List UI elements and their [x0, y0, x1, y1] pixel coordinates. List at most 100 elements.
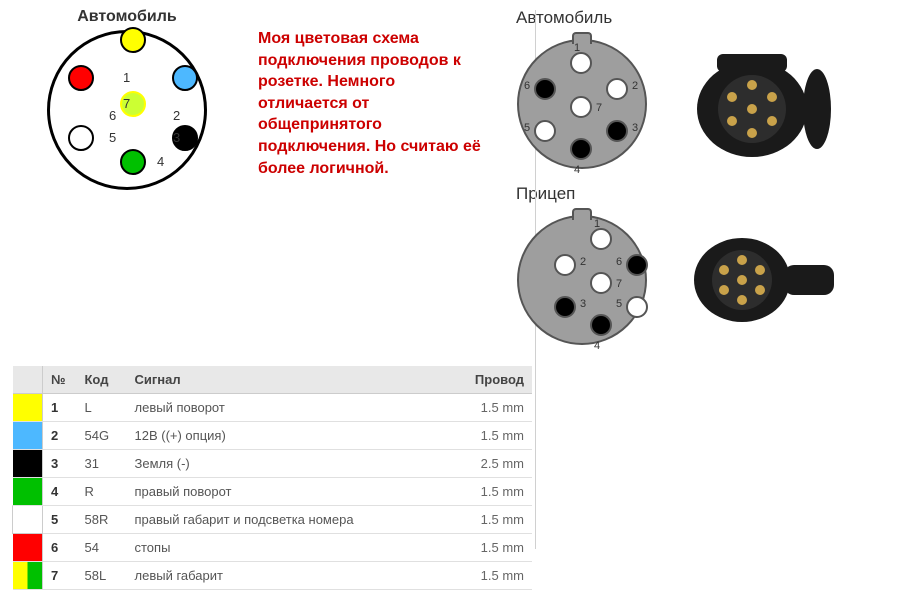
- cell-signal: левый поворот: [127, 394, 463, 422]
- cell-num: 6: [43, 534, 77, 562]
- small-pin-label-7: 7: [616, 278, 622, 290]
- cell-signal: 12В ((+) опция): [127, 422, 463, 450]
- th-color: [13, 366, 43, 394]
- table-row: 1Lлевый поворот1.5 mm: [13, 394, 533, 422]
- small-pin-label-4: 4: [574, 164, 580, 176]
- table-row: 558Rправый габарит и подсветка номера1.5…: [13, 506, 533, 534]
- small-pin-label-6: 6: [524, 80, 530, 92]
- th-wire: Провод: [462, 366, 532, 394]
- small-pin-label-3: 3: [580, 298, 586, 310]
- pin-5: [68, 125, 94, 151]
- table-row: 254G12В ((+) опция)1.5 mm: [13, 422, 533, 450]
- signal-table-wrap: № Код Сигнал Провод 1Lлевый поворот1.5 m…: [12, 366, 532, 590]
- vehicle-color-diagram: Автомобиль 1 2 34 5 67: [12, 8, 242, 358]
- small-pin-label-1: 1: [574, 42, 580, 54]
- small-pin-5: [534, 120, 556, 142]
- pin-label-2: 2: [173, 108, 180, 123]
- diagram-title: Автомобиль: [12, 8, 242, 26]
- top-section: Автомобиль 1234567 Моя цветовая схема по…: [0, 0, 924, 358]
- small-pin-6: [534, 78, 556, 100]
- small-pin-label-1: 1: [594, 218, 600, 230]
- vehicle-label: Автомобиль: [516, 8, 912, 28]
- table-row: 4Rправый поворот1.5 mm: [13, 478, 533, 506]
- cell-num: 3: [43, 450, 77, 478]
- small-pin-4: [590, 314, 612, 336]
- cell-code: 58R: [77, 506, 127, 534]
- cell-wire: 1.5 mm: [462, 506, 532, 534]
- small-pin-5: [626, 296, 648, 318]
- small-pin-7: [590, 272, 612, 294]
- color-swatch: [13, 506, 43, 534]
- pin-1: [120, 27, 146, 53]
- th-signal: Сигнал: [127, 366, 463, 394]
- table-row: 758Lлевый габарит1.5 mm: [13, 562, 533, 590]
- cell-code: 58L: [77, 562, 127, 590]
- small-pin-label-3: 3: [632, 122, 638, 134]
- pin-2: [172, 65, 198, 91]
- cell-signal: правый поворот: [127, 478, 463, 506]
- small-pin-7: [570, 96, 592, 118]
- cell-signal: правый габарит и подсветка номера: [127, 506, 463, 534]
- plug-svg: [672, 225, 842, 335]
- table-row: 331Земля (-)2.5 mm: [13, 450, 533, 478]
- cell-wire: 1.5 mm: [462, 534, 532, 562]
- signal-table: № Код Сигнал Провод 1Lлевый поворот1.5 m…: [12, 366, 532, 590]
- trailer-block: Прицеп 1 2 3 4 5 6 7: [512, 184, 912, 350]
- cell-num: 1: [43, 394, 77, 422]
- small-pin-2: [606, 78, 628, 100]
- cell-num: 4: [43, 478, 77, 506]
- color-swatch: [13, 450, 43, 478]
- cell-wire: 1.5 mm: [462, 478, 532, 506]
- table-row: 654стопы1.5 mm: [13, 534, 533, 562]
- cell-num: 5: [43, 506, 77, 534]
- socket-photo: [672, 49, 842, 159]
- small-pin-label-5: 5: [524, 122, 530, 134]
- author-note: Моя цветовая схема подключения проводов …: [258, 8, 488, 358]
- right-column: Автомобиль 1 2 3 4 5 6 7 Прицеп 1 2 3 4 5 6 7: [504, 8, 912, 358]
- cell-code: R: [77, 478, 127, 506]
- pin-label-6: 6: [109, 108, 116, 123]
- cell-code: 31: [77, 450, 127, 478]
- pin-label-1: 1: [123, 70, 130, 85]
- small-pin-3: [554, 296, 576, 318]
- pin-label-5: 5: [109, 130, 116, 145]
- color-swatch: [13, 534, 43, 562]
- small-pin-4: [570, 138, 592, 160]
- small-pin-1: [590, 228, 612, 250]
- pin-4: [120, 149, 146, 175]
- cell-wire: 1.5 mm: [462, 394, 532, 422]
- cell-wire: 1.5 mm: [462, 562, 532, 590]
- pin-label-3: 3: [173, 130, 180, 145]
- cell-code: 54G: [77, 422, 127, 450]
- color-swatch: [13, 478, 43, 506]
- small-pin-3: [606, 120, 628, 142]
- small-pin-label-6: 6: [616, 256, 622, 268]
- vehicle-block: Автомобиль 1 2 3 4 5 6 7: [512, 8, 912, 174]
- cell-num: 2: [43, 422, 77, 450]
- cell-code: 54: [77, 534, 127, 562]
- pin-6: [68, 65, 94, 91]
- trailer-pinface: 1 2 3 4 5 6 7: [512, 210, 652, 350]
- cell-signal: левый габарит: [127, 562, 463, 590]
- color-swatch: [13, 562, 43, 590]
- trailer-label: Прицеп: [516, 184, 912, 204]
- small-pin-label-4: 4: [594, 340, 600, 352]
- plug-photo: [672, 225, 842, 335]
- small-pin-label-2: 2: [632, 80, 638, 92]
- cell-signal: стопы: [127, 534, 463, 562]
- cell-num: 7: [43, 562, 77, 590]
- cell-signal: Земля (-): [127, 450, 463, 478]
- cell-code: L: [77, 394, 127, 422]
- pin-label-7: 7: [123, 96, 130, 111]
- small-pin-6: [626, 254, 648, 276]
- small-pin-1: [570, 52, 592, 74]
- th-num: №: [43, 366, 77, 394]
- pin-label-4: 4: [157, 154, 164, 169]
- small-pin-label-7: 7: [596, 102, 602, 114]
- cell-wire: 2.5 mm: [462, 450, 532, 478]
- pin-diagram: 1 2 34 5 67: [27, 30, 227, 230]
- cell-wire: 1.5 mm: [462, 422, 532, 450]
- color-swatch: [13, 422, 43, 450]
- small-pin-label-5: 5: [616, 298, 622, 310]
- small-pin-label-2: 2: [580, 256, 586, 268]
